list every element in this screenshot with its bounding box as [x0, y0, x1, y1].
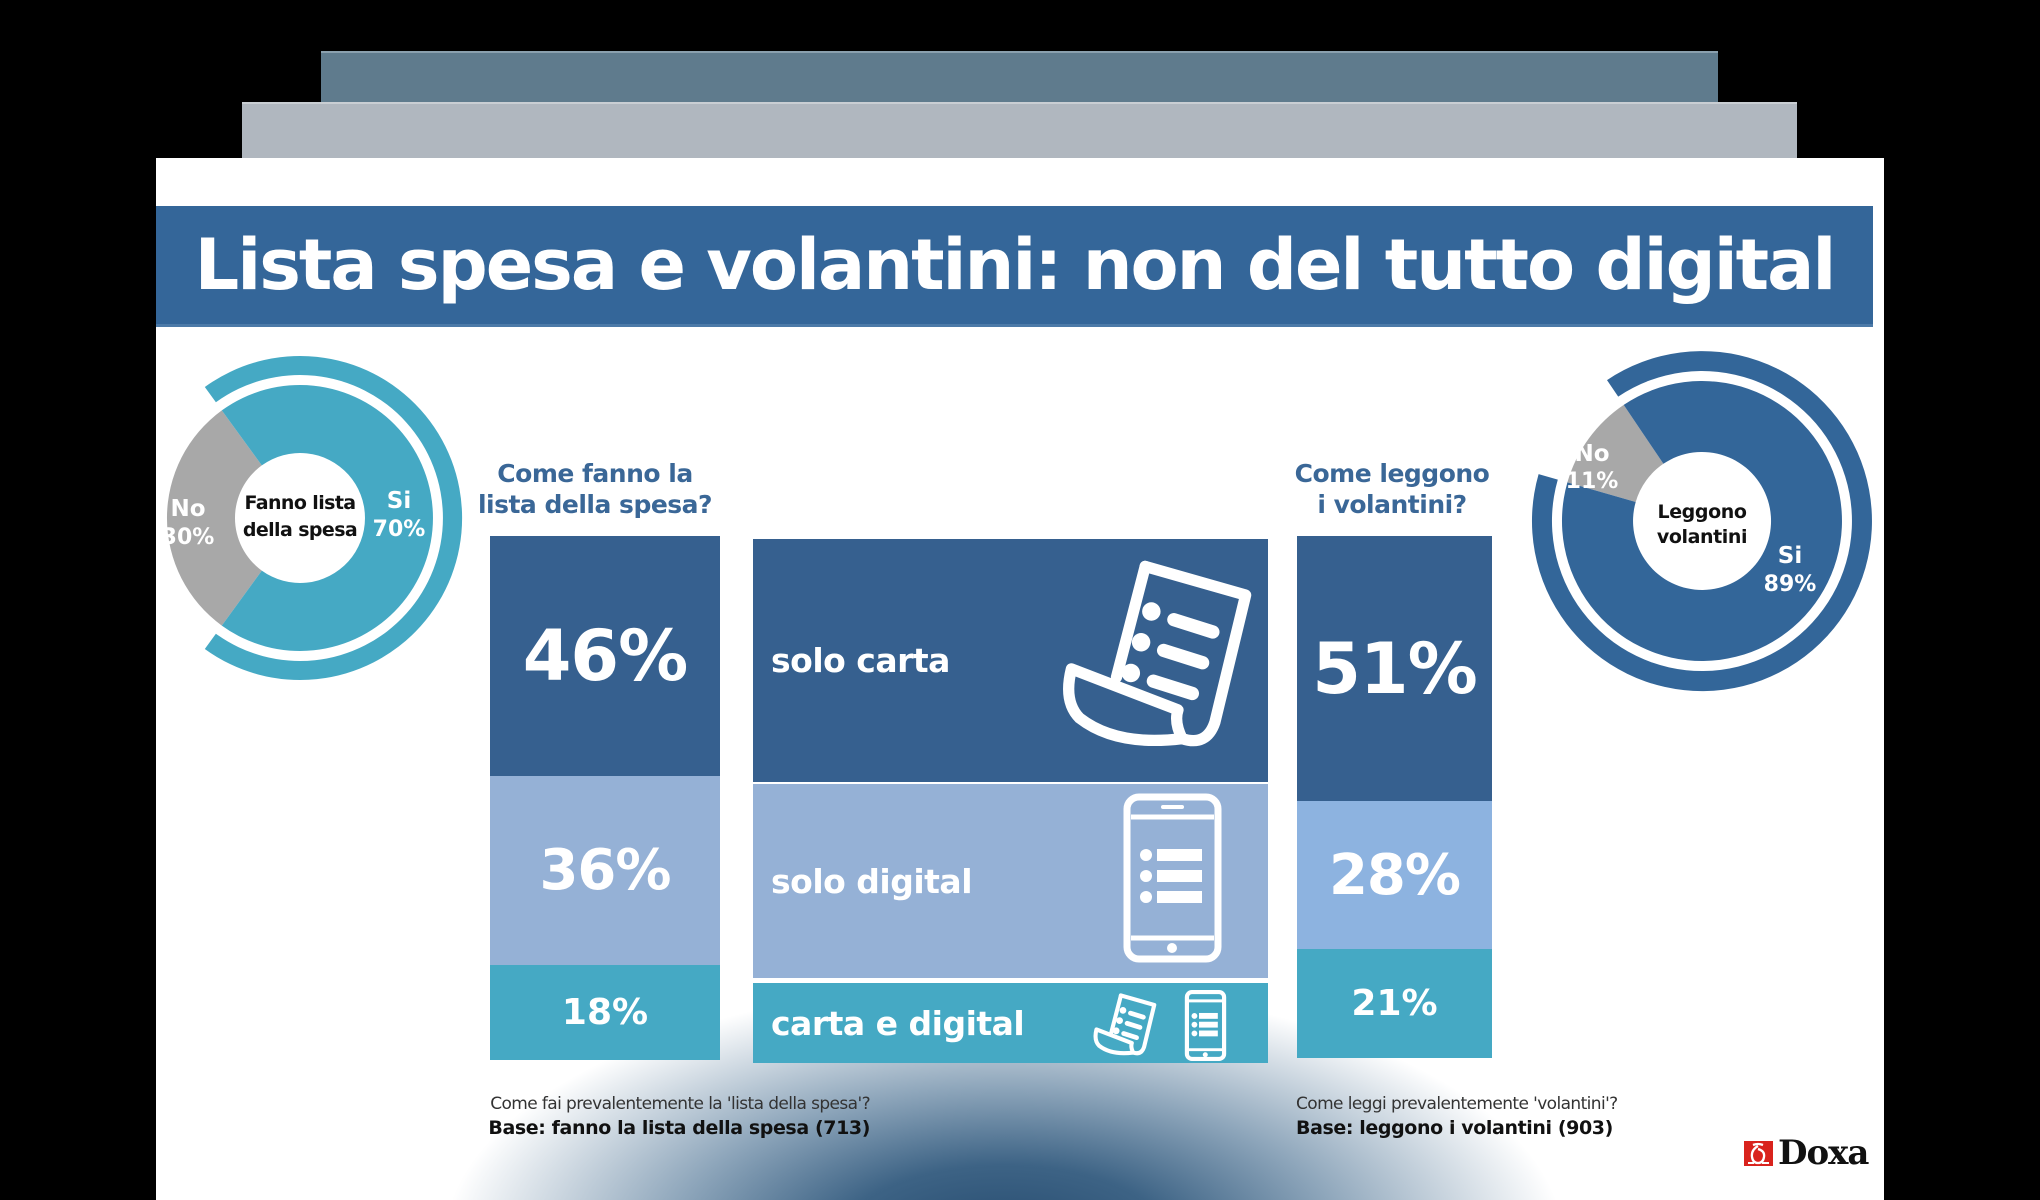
smartphone-list-icon — [1123, 793, 1222, 963]
right-donut-center-line1: Leggono — [1657, 501, 1746, 523]
right-bar-segment-solo-digital: 28% — [1297, 801, 1492, 949]
right-donut-center-line2: volantini — [1657, 526, 1747, 548]
right-footnote-question: Come leggi prevalentemente 'volantini'? — [1296, 1094, 1618, 1114]
no-value: 11% — [1566, 469, 1619, 494]
left-stacked-bar: 46% 36% 18% — [490, 536, 720, 1060]
right-question-line2: i volantini? — [1317, 490, 1467, 519]
no-label: No — [1574, 441, 1609, 467]
category-label: solo digital — [771, 861, 973, 901]
si-value: 89% — [1764, 572, 1817, 597]
left-question-line2: lista della spesa? — [477, 490, 713, 519]
left-bar-segment-carta-e-digital: 18% — [490, 965, 720, 1060]
left-donut-center-line2: della spesa — [243, 519, 357, 541]
left-question-heading: Come fanno la lista della spesa? — [470, 458, 720, 520]
si-slice — [221, 385, 433, 651]
category-carta-e-digital: carta e digital — [753, 983, 1268, 1063]
right-donut-chart: No 11% Si 89% Leggono volantini — [1531, 351, 1872, 692]
right-footnote-base: Base: leggono i volantini (903) — [1296, 1117, 1613, 1139]
right-footnote: Come leggi prevalentemente 'volantini'? … — [1296, 1092, 1884, 1141]
infographic-canvas: Lista spesa e volantini: non del tutto d… — [156, 158, 1884, 1200]
right-question-heading: Come leggono i volantini? — [1282, 458, 1502, 520]
left-footnote-base: Base: fanno la lista della spesa (713) — [488, 1117, 870, 1139]
no-slice — [166, 410, 262, 626]
doxa-logo-mark-icon — [1744, 1140, 1773, 1166]
si-value: 70% — [373, 517, 426, 542]
left-footnote: Come fai prevalentemente la 'lista della… — [270, 1092, 870, 1141]
no-value: 30% — [162, 525, 215, 550]
title-banner: Lista spesa e volantini: non del tutto d… — [156, 206, 1873, 327]
si-outer-arc — [204, 356, 463, 680]
left-footnote-question: Come fai prevalentemente la 'lista della… — [490, 1094, 870, 1114]
left-donut-chart: No 30% Si 70% Fanno lista della spesa — [162, 356, 463, 680]
left-donut-center-line1: Fanno lista — [244, 492, 355, 514]
category-label: solo carta — [771, 641, 950, 680]
page-title: Lista spesa e volantini: non del tutto d… — [194, 224, 1837, 306]
right-bar-segment-carta-e-digital: 21% — [1297, 949, 1492, 1058]
paper-icon-small — [1093, 993, 1157, 1056]
si-label: Si — [1778, 543, 1802, 569]
right-bar-segment-solo-carta: 51% — [1297, 536, 1492, 801]
right-question-line1: Come leggono — [1294, 459, 1490, 488]
background-stack-bar-middle — [242, 102, 1797, 158]
category-legend: solo carta solo digital — [753, 539, 1268, 1063]
si-label: Si — [387, 488, 411, 514]
left-bar-segment-solo-carta: 46% — [490, 536, 720, 776]
category-label: carta e digital — [771, 1003, 1025, 1043]
smartphone-icon-small — [1184, 990, 1227, 1061]
si-slice — [1561, 380, 1842, 661]
left-bar-segment-solo-digital: 36% — [490, 776, 720, 965]
no-label: No — [170, 496, 205, 522]
paper-list-icon — [1063, 560, 1252, 747]
no-slice — [1567, 404, 1664, 502]
doxa-logo-text: Doxa — [1778, 1133, 1869, 1173]
doxa-logo: Doxa — [1744, 1133, 1869, 1173]
left-question-line1: Come fanno la — [497, 459, 693, 488]
background-stack-bar-top — [321, 51, 1718, 102]
right-stacked-bar: 51% 28% 21% — [1297, 536, 1492, 1058]
